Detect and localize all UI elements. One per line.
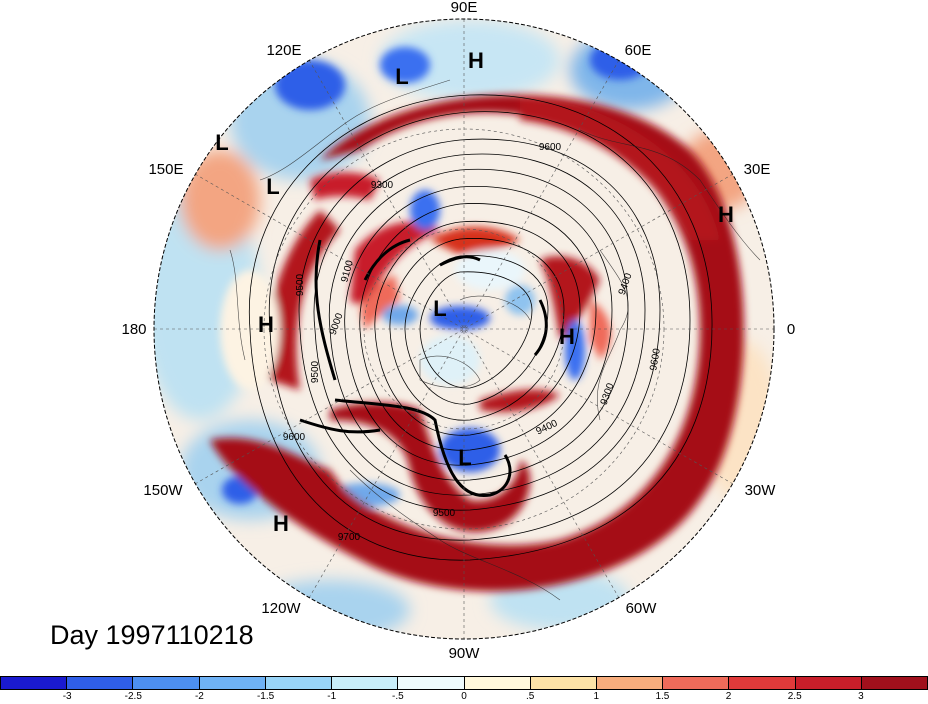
coastlines bbox=[229, 79, 761, 601]
thick-contours bbox=[299, 238, 548, 498]
lon-label-150e: 150E bbox=[148, 161, 183, 178]
lon-label-30w: 30W bbox=[745, 482, 777, 499]
colorbar-swatch bbox=[795, 677, 862, 689]
date-label: Day 1997110218 bbox=[50, 620, 254, 650]
contour-label: 9600 bbox=[648, 347, 663, 371]
lon-label-90w: 90W bbox=[449, 645, 481, 662]
colorbar-swatch bbox=[133, 677, 200, 689]
colorbar-swatches bbox=[0, 676, 928, 690]
contour-label: 9300 bbox=[371, 180, 394, 191]
anomaly-field bbox=[154, 19, 774, 639]
contour-label: 9500 bbox=[310, 360, 321, 383]
colorbar-swatch bbox=[67, 677, 134, 689]
colorbar-tick-label: 2.5 bbox=[787, 691, 802, 702]
colorbar-swatch bbox=[729, 677, 796, 689]
contour-label: 9700 bbox=[338, 532, 361, 543]
low-pressure-center: L bbox=[266, 174, 279, 199]
colorbar-tick-label: -2.5 bbox=[124, 691, 142, 702]
colorbar-swatch bbox=[596, 677, 664, 689]
colorbar-swatch bbox=[199, 677, 266, 689]
colorbar: -3 -2.5 -2 -1.5 -1 -.5 0 .5 1 1.5 2 2.5 3 bbox=[0, 676, 928, 702]
colorbar-swatch bbox=[663, 677, 730, 689]
high-pressure-center: H bbox=[718, 202, 734, 227]
colorbar-ticks: -3 -2.5 -2 -1.5 -1 -.5 0 .5 1 1.5 2 2.5 3 bbox=[0, 690, 928, 704]
contour-label: 9500 bbox=[295, 273, 306, 296]
high-pressure-center: H bbox=[468, 48, 484, 73]
lon-label-120w: 120W bbox=[261, 600, 301, 617]
colorbar-tick-label: .5 bbox=[525, 691, 535, 702]
lon-label-60e: 60E bbox=[625, 42, 652, 59]
contour-label: 9600 bbox=[283, 432, 306, 443]
colorbar-swatch bbox=[530, 677, 597, 689]
colorbar-tick-label: 1.5 bbox=[655, 691, 670, 702]
colorbar-swatch bbox=[464, 677, 531, 689]
high-pressure-center: H bbox=[559, 324, 575, 349]
lon-label-0: 0 bbox=[787, 321, 795, 338]
low-pressure-center: L bbox=[215, 130, 228, 155]
map-boundary bbox=[153, 18, 775, 640]
colorbar-swatch bbox=[398, 677, 465, 689]
polar-map: 90E 60E 30E 0 30W 60W 90W 120W 150W 180 … bbox=[121, 0, 795, 662]
lon-label-30e: 30E bbox=[744, 161, 771, 178]
lon-label-150w: 150W bbox=[143, 482, 183, 499]
colorbar-tick-label: 1 bbox=[593, 691, 600, 702]
contour-label: 9600 bbox=[539, 142, 562, 153]
colorbar-tick-label: -.5 bbox=[392, 691, 404, 702]
colorbar-swatch bbox=[265, 677, 333, 689]
high-pressure-center: H bbox=[273, 511, 289, 536]
colorbar-swatch bbox=[332, 677, 399, 689]
graticule bbox=[154, 19, 774, 639]
contour-label: 9500 bbox=[433, 508, 456, 519]
low-pressure-center: L bbox=[395, 64, 408, 89]
colorbar-tick-label: 3 bbox=[858, 691, 864, 702]
colorbar-tick-label: 0 bbox=[461, 691, 467, 702]
colorbar-tick-label: -1 bbox=[327, 691, 337, 702]
colorbar-swatch bbox=[1, 677, 68, 689]
lon-label-120e: 120E bbox=[266, 42, 301, 59]
colorbar-swatch bbox=[861, 677, 928, 689]
colorbar-tick-label: -1.5 bbox=[256, 691, 275, 702]
low-pressure-center: L bbox=[433, 296, 446, 321]
colorbar-tick-label: 2 bbox=[725, 691, 732, 702]
lon-label-90e: 90E bbox=[451, 0, 478, 16]
lon-label-180: 180 bbox=[121, 321, 146, 338]
low-pressure-center: L bbox=[458, 445, 471, 470]
high-pressure-center: H bbox=[258, 312, 274, 337]
colorbar-tick-label: -2 bbox=[194, 691, 204, 702]
colorbar-tick-label: -3 bbox=[62, 691, 72, 702]
lon-label-60w: 60W bbox=[626, 600, 658, 617]
